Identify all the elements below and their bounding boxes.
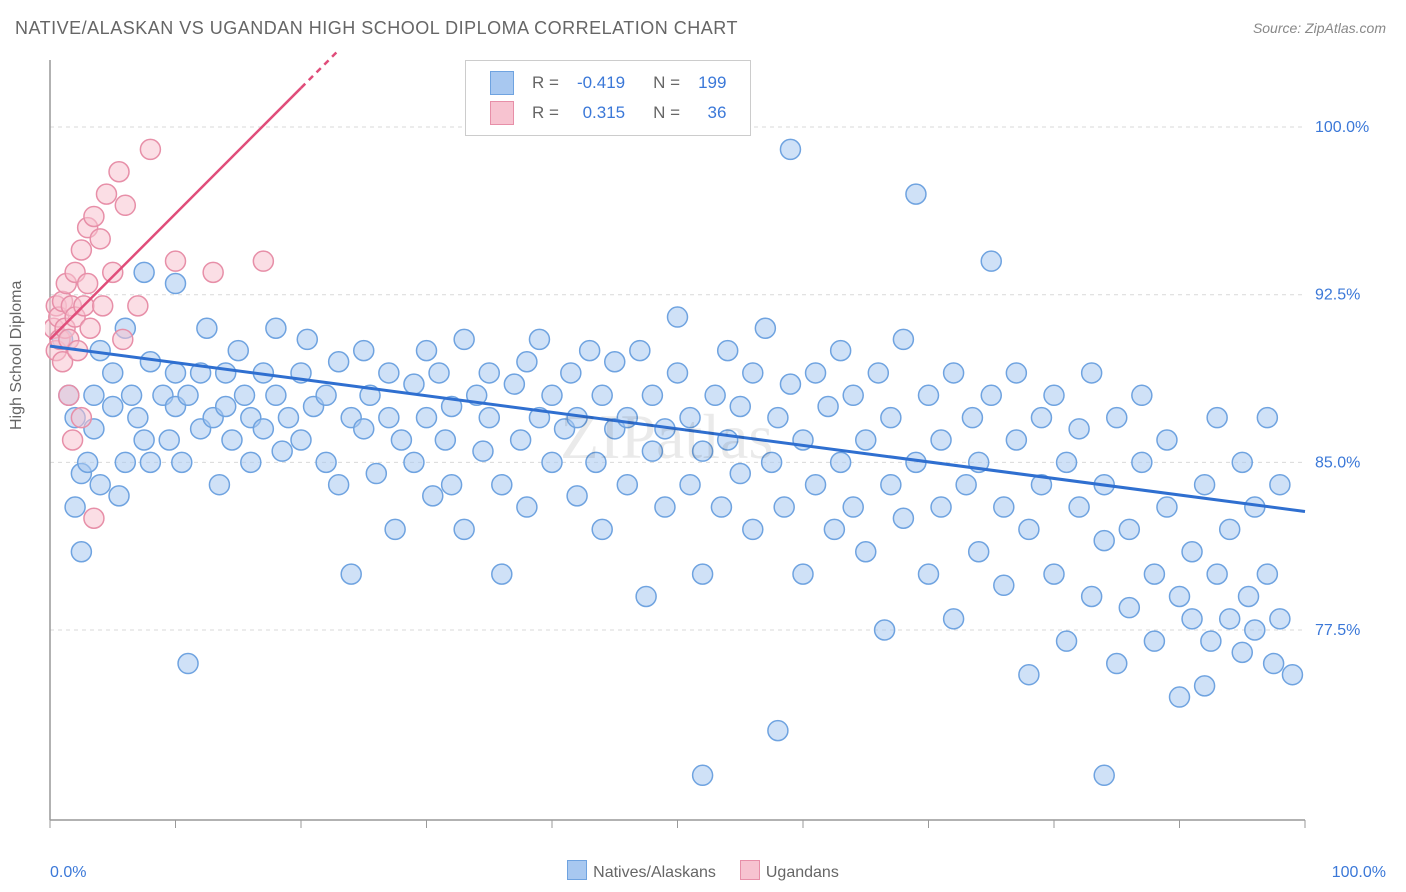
chart-title: NATIVE/ALASKAN VS UGANDAN HIGH SCHOOL DI…: [15, 18, 738, 39]
y-axis-label: High School Diploma: [8, 281, 26, 430]
source-attribution: Source: ZipAtlas.com: [1253, 20, 1386, 36]
series-legend: Natives/Alaskans Ugandans: [0, 860, 1406, 882]
scatter-plot: 100.0% 92.5% 85.0% 77.5%: [45, 50, 1385, 850]
svg-text:100.0%: 100.0%: [1315, 119, 1369, 136]
svg-text:92.5%: 92.5%: [1315, 287, 1360, 304]
correlation-legend: R =-0.419N =199R =0.315N =36: [465, 60, 751, 136]
svg-text:85.0%: 85.0%: [1315, 454, 1360, 471]
legend-item: Natives/Alaskans: [567, 860, 716, 882]
svg-text:77.5%: 77.5%: [1315, 622, 1360, 639]
legend-item: Ugandans: [740, 860, 839, 882]
